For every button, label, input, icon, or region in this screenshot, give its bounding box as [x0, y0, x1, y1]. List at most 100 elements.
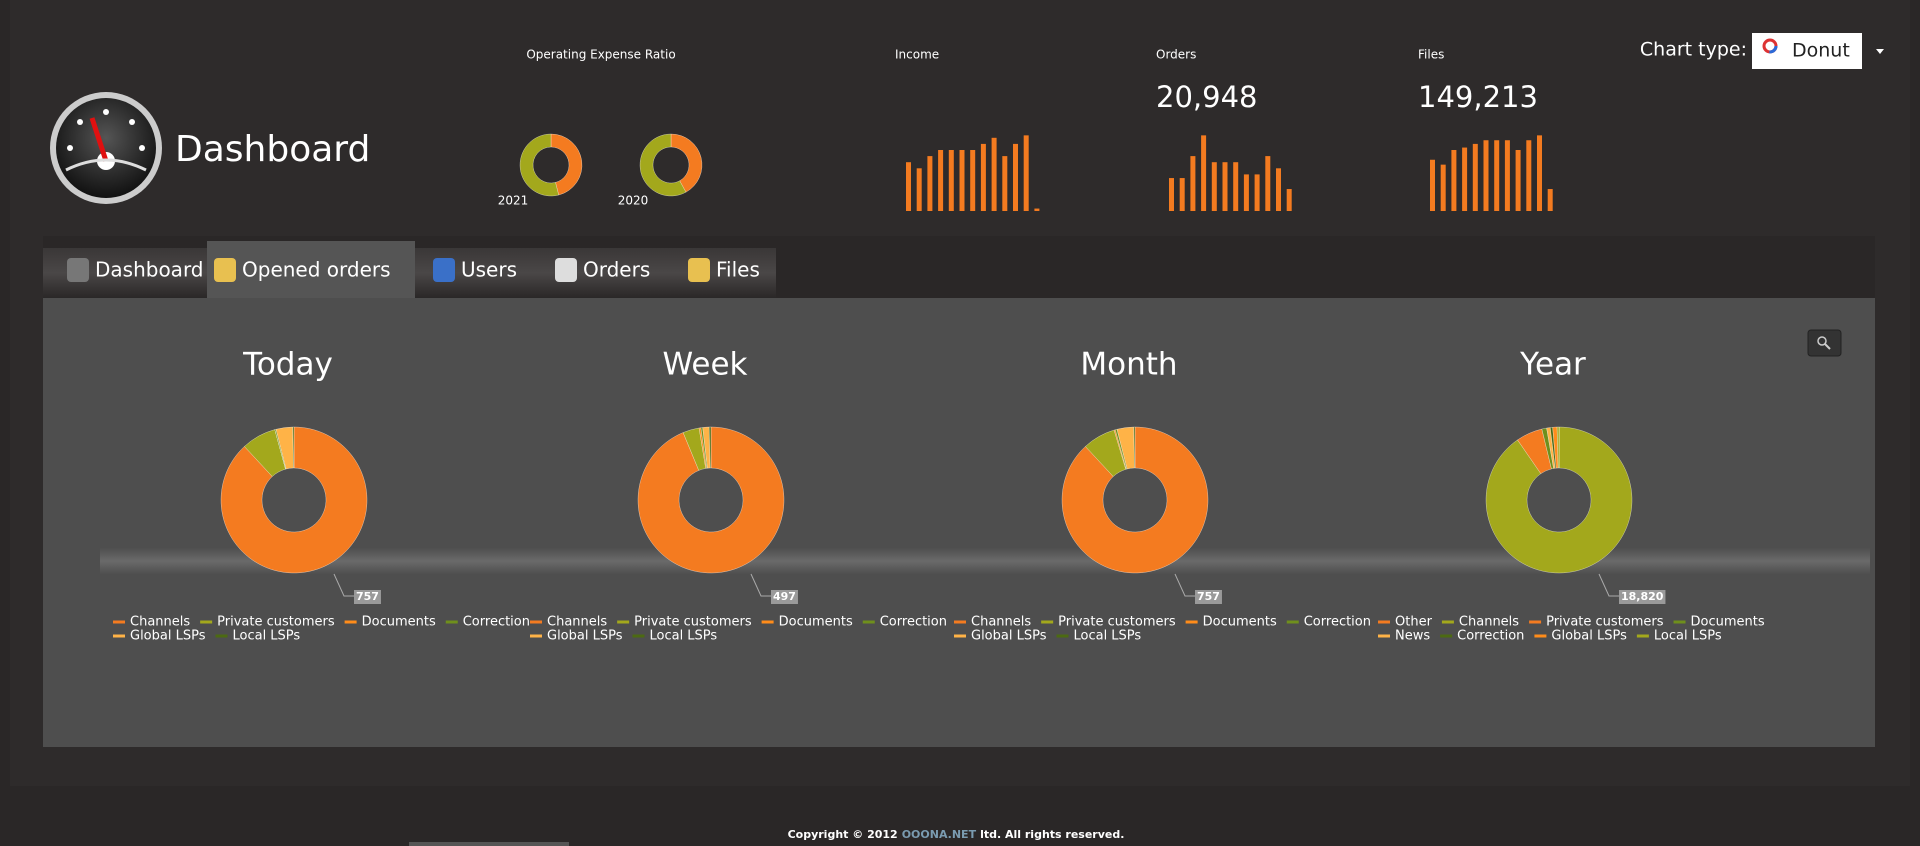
spark-bar	[1233, 162, 1239, 211]
kpi-title: Files	[1418, 48, 1444, 62]
spark-bar	[1169, 178, 1174, 211]
legend-label: Global LSPs	[971, 629, 1047, 644]
spark-bar	[1222, 162, 1228, 211]
spark-bar	[1002, 156, 1008, 211]
legend-label: Correction	[880, 615, 947, 630]
zoom-button[interactable]	[1807, 329, 1842, 357]
legend-label: Documents	[362, 615, 436, 630]
spark-bar	[1451, 150, 1457, 211]
legend-label: Channels	[1459, 615, 1519, 630]
tab-active-bg	[207, 241, 415, 298]
tab-icon	[433, 258, 455, 282]
total-label-bg	[1195, 590, 1222, 604]
legend-label: Local LSPs	[649, 629, 717, 644]
legend-label: Local LSPs	[1073, 629, 1141, 644]
spark-bar	[1179, 178, 1185, 211]
legend-label: Global LSPs	[1551, 629, 1627, 644]
legend-label: Local LSPs	[232, 629, 300, 644]
total-label-bg	[1619, 590, 1666, 604]
spark-bar	[1483, 140, 1489, 211]
tab[interactable]: Files	[688, 258, 760, 283]
donut-segment	[519, 133, 559, 197]
leader-line	[333, 573, 354, 597]
legend-label: Private customers	[634, 615, 752, 630]
spark-bar	[1494, 140, 1500, 211]
legend-label: Other	[1395, 615, 1433, 630]
leader-line	[1598, 573, 1619, 597]
donut-label: 2021	[498, 194, 529, 208]
footer: Copyright © 2012 OOONA.NET ltd. All rights…	[788, 828, 1125, 841]
donut-segment	[1556, 426, 1560, 469]
legend-label: Global LSPs	[547, 629, 623, 644]
spark-bar	[1462, 147, 1468, 211]
gauge-logo	[50, 92, 162, 204]
legend-label: Local LSPs	[1654, 629, 1722, 644]
spark-bar	[1472, 143, 1478, 211]
kpi-title: Operating Expense Ratio	[526, 48, 675, 62]
tab[interactable]: Orders	[555, 258, 650, 283]
spark-bar	[1190, 156, 1196, 211]
tab-icon	[214, 258, 236, 282]
spark-bar	[1201, 135, 1207, 211]
kpi-value: 149,213	[1418, 80, 1538, 114]
legend-label: Channels	[130, 615, 190, 630]
footer-brand: OOONA.NET	[902, 828, 977, 841]
footer-text: Copyright © 2012	[788, 828, 898, 841]
total-label: 18,820	[1621, 590, 1664, 603]
kpi-title: Income	[895, 48, 939, 62]
legend-label: Documents	[1203, 615, 1277, 630]
legend-label: News	[1395, 629, 1430, 644]
chart-title: Week	[663, 347, 748, 383]
tab-label: Files	[716, 258, 760, 282]
spark-bar	[991, 137, 997, 211]
total-label: 497	[773, 590, 796, 603]
chart-title: Month	[1080, 347, 1177, 383]
tab[interactable]: Dashboard	[67, 258, 204, 283]
spark-bar	[1265, 156, 1271, 211]
spark-bar	[959, 150, 965, 211]
spark-bar	[1254, 174, 1260, 211]
spark-bar	[916, 168, 922, 211]
spark-bar	[927, 156, 933, 211]
tab-icon	[67, 258, 89, 282]
total-label-bg	[354, 590, 381, 604]
spark-bar	[1430, 159, 1435, 211]
tab-label: Orders	[583, 258, 650, 282]
spark-bar	[1013, 143, 1018, 211]
spark-bar	[948, 150, 954, 211]
footer-text: ltd. All rights reserved.	[980, 828, 1124, 841]
legend-label: Correction	[463, 615, 530, 630]
donut-segment	[709, 426, 712, 469]
donut-segment	[550, 133, 583, 196]
total-label: 757	[1197, 590, 1220, 603]
tab[interactable]: Users	[433, 258, 517, 283]
total-label-bg	[771, 590, 798, 604]
tab-icon	[688, 258, 710, 282]
leader-line	[750, 573, 771, 597]
tab[interactable]: Opened orders	[207, 241, 415, 298]
spark-bar	[970, 150, 976, 211]
spark-bar	[1547, 189, 1553, 211]
donut-segment	[1133, 426, 1136, 469]
legend-label: Correction	[1457, 629, 1524, 644]
kpi-title: Orders	[1156, 48, 1196, 62]
spark-bar	[1243, 174, 1249, 211]
spark-bar	[1526, 140, 1532, 211]
kpi-value: 20,948	[1156, 80, 1257, 114]
spark-bar	[1537, 135, 1542, 211]
legend-label: Global LSPs	[130, 629, 206, 644]
chart-title: Year	[1519, 347, 1586, 383]
tab-icon	[555, 258, 577, 282]
tab-label: Opened orders	[242, 258, 391, 282]
spark-bar	[1504, 140, 1510, 211]
leader-line	[1174, 573, 1195, 597]
legend-label: Documents	[1691, 615, 1765, 630]
legend-label: Private customers	[1546, 615, 1664, 630]
legend-label: Private customers	[217, 615, 335, 630]
chart-title: Today	[242, 347, 333, 383]
legend-label: Documents	[779, 615, 853, 630]
chart-type-select[interactable]: Donut	[1752, 33, 1898, 69]
spark-bar	[1440, 164, 1446, 211]
